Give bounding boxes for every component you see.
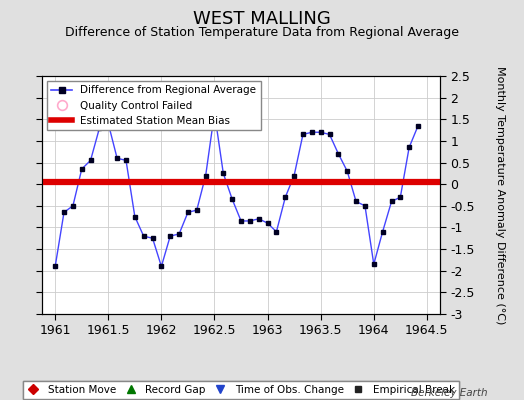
Y-axis label: Monthly Temperature Anomaly Difference (°C): Monthly Temperature Anomaly Difference (… <box>495 66 505 324</box>
Legend: Station Move, Record Gap, Time of Obs. Change, Empirical Break: Station Move, Record Gap, Time of Obs. C… <box>23 381 459 399</box>
Text: WEST MALLING: WEST MALLING <box>193 10 331 28</box>
Text: Berkeley Earth: Berkeley Earth <box>411 388 487 398</box>
Text: Difference of Station Temperature Data from Regional Average: Difference of Station Temperature Data f… <box>65 26 459 39</box>
